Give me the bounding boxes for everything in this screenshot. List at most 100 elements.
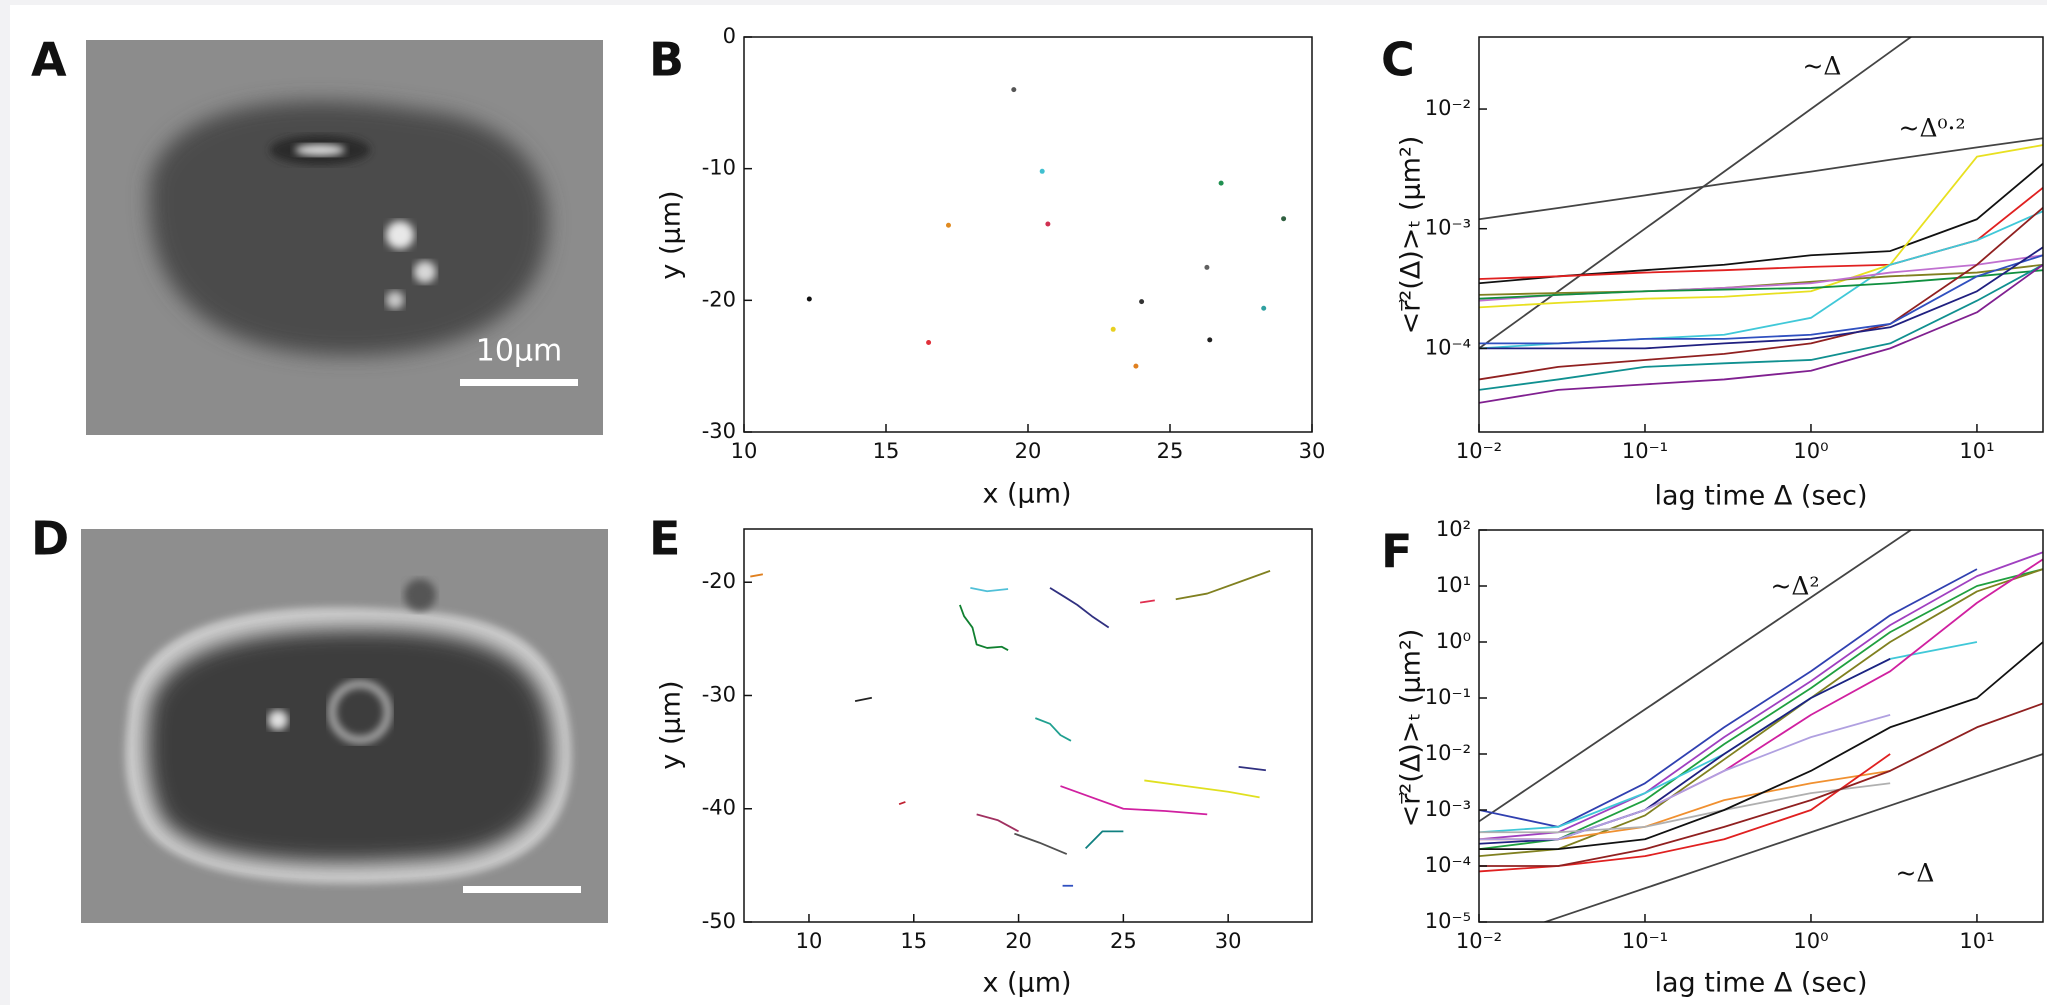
micrograph-a bbox=[86, 40, 603, 435]
x-tick-label: 10 bbox=[796, 929, 823, 953]
x-tick-label: 10⁻¹ bbox=[1622, 439, 1668, 463]
series-line bbox=[1139, 599, 1155, 604]
y-tick-label: -50 bbox=[702, 909, 736, 933]
axes-frame bbox=[743, 36, 1313, 433]
scale-bar-label: 10μm bbox=[476, 334, 562, 369]
y-tick-label: -20 bbox=[702, 569, 736, 593]
x-tick-label: 10 bbox=[731, 439, 758, 463]
series-line bbox=[1175, 570, 1271, 601]
annotation: ~Δ bbox=[1895, 859, 1934, 888]
y-tick-label: -30 bbox=[702, 682, 736, 706]
series-line bbox=[976, 813, 1019, 833]
annotation: ~Δ⁰·² bbox=[1899, 114, 1966, 143]
series-line bbox=[970, 587, 1009, 593]
y-tick-label: 10⁰ bbox=[1436, 629, 1471, 653]
series-line bbox=[1479, 37, 1913, 350]
panel-label: B bbox=[649, 33, 684, 87]
axes-frame bbox=[1478, 529, 2044, 923]
plot-area bbox=[1479, 37, 2043, 404]
series-line bbox=[1479, 568, 2043, 851]
series-line bbox=[1035, 717, 1072, 742]
point bbox=[1133, 363, 1139, 369]
axes-frame bbox=[1478, 36, 2044, 433]
y-tick-label: -40 bbox=[702, 796, 736, 820]
x-tick-label: 25 bbox=[1157, 439, 1184, 463]
x-tick-label: 25 bbox=[1110, 929, 1137, 953]
point bbox=[1204, 264, 1210, 270]
panel-label: E bbox=[649, 512, 680, 566]
series-line bbox=[1479, 263, 2043, 404]
x-tick-label: 20 bbox=[1005, 929, 1032, 953]
series-line bbox=[1144, 779, 1260, 799]
point bbox=[1045, 221, 1051, 227]
series-line bbox=[1479, 137, 2043, 221]
y-tick-label: 10⁻² bbox=[1425, 96, 1471, 120]
x-tick-label: 30 bbox=[1299, 439, 1326, 463]
series-line bbox=[1084, 830, 1124, 850]
series-line bbox=[750, 573, 764, 578]
plot-area bbox=[750, 570, 1271, 887]
series-line bbox=[1479, 753, 1891, 873]
y-tick-label: 0 bbox=[723, 24, 736, 48]
series-line bbox=[1479, 530, 1913, 823]
x-axis-label: x (μm) bbox=[982, 479, 1071, 510]
series-line bbox=[1479, 269, 2043, 300]
series-line bbox=[1479, 713, 1891, 841]
x-tick-label: 10⁻² bbox=[1456, 929, 1502, 953]
panel-label: A bbox=[31, 33, 67, 87]
x-tick-label: 30 bbox=[1215, 929, 1242, 953]
series-line bbox=[1542, 753, 2043, 922]
x-tick-label: 10⁻¹ bbox=[1622, 929, 1668, 953]
y-tick-label: 10⁻⁵ bbox=[1425, 909, 1471, 933]
x-tick-label: 15 bbox=[900, 929, 927, 953]
x-tick-label: 10⁰ bbox=[1793, 439, 1828, 463]
x-axis-label: lag time Δ (sec) bbox=[1655, 968, 1868, 999]
y-tick-label: 10¹ bbox=[1436, 573, 1471, 597]
x-tick-label: 10¹ bbox=[1959, 929, 1994, 953]
point bbox=[1139, 299, 1145, 305]
x-tick-label: 10¹ bbox=[1959, 439, 1994, 463]
series-line bbox=[1014, 832, 1068, 855]
y-tick-label: -20 bbox=[702, 287, 736, 311]
y-tick-label: 10⁻³ bbox=[1425, 216, 1471, 240]
series-line bbox=[1479, 254, 2043, 345]
y-tick-label: 10⁻¹ bbox=[1425, 685, 1471, 709]
series-line bbox=[1479, 246, 2043, 350]
y-axis-label: y (μm) bbox=[656, 680, 687, 769]
plot-area bbox=[806, 87, 1287, 369]
point bbox=[806, 296, 812, 302]
y-axis-label: <r⃗²(Δ)>ₜ (μm²) bbox=[1396, 136, 1427, 335]
y-tick-label: 10⁻⁴ bbox=[1425, 335, 1471, 359]
series-line bbox=[1060, 785, 1208, 816]
series-line bbox=[1479, 144, 2043, 309]
annotation: ~Δ² bbox=[1770, 572, 1819, 601]
point bbox=[1261, 305, 1267, 311]
series-line bbox=[1049, 587, 1110, 629]
point bbox=[1039, 168, 1045, 174]
y-axis-label: <r⃗²(Δ)>ₜ (μm²) bbox=[1396, 629, 1427, 828]
point bbox=[945, 222, 951, 228]
panel-label: D bbox=[31, 512, 69, 566]
x-tick-label: 15 bbox=[873, 439, 900, 463]
axes-frame bbox=[743, 528, 1313, 923]
point bbox=[1011, 87, 1017, 93]
point bbox=[1218, 180, 1224, 186]
point bbox=[1110, 326, 1116, 332]
x-tick-label: 10⁻² bbox=[1456, 439, 1502, 463]
series-line bbox=[1479, 568, 2043, 858]
plot-area bbox=[1479, 530, 2043, 922]
panel-label: C bbox=[1381, 33, 1415, 87]
x-axis-label: lag time Δ (sec) bbox=[1655, 481, 1868, 512]
series-line bbox=[1479, 641, 2043, 851]
series-line bbox=[1479, 206, 2043, 381]
series-line bbox=[1479, 782, 1891, 834]
y-tick-label: 10² bbox=[1436, 517, 1471, 541]
panel-label: F bbox=[1381, 525, 1412, 579]
y-tick-label: 10⁻⁴ bbox=[1425, 853, 1471, 877]
annotation: ~Δ bbox=[1802, 52, 1841, 81]
series-line bbox=[1479, 702, 2043, 867]
series-line bbox=[959, 604, 1009, 651]
x-axis-label: x (μm) bbox=[982, 968, 1071, 999]
y-axis-label: y (μm) bbox=[656, 190, 687, 279]
